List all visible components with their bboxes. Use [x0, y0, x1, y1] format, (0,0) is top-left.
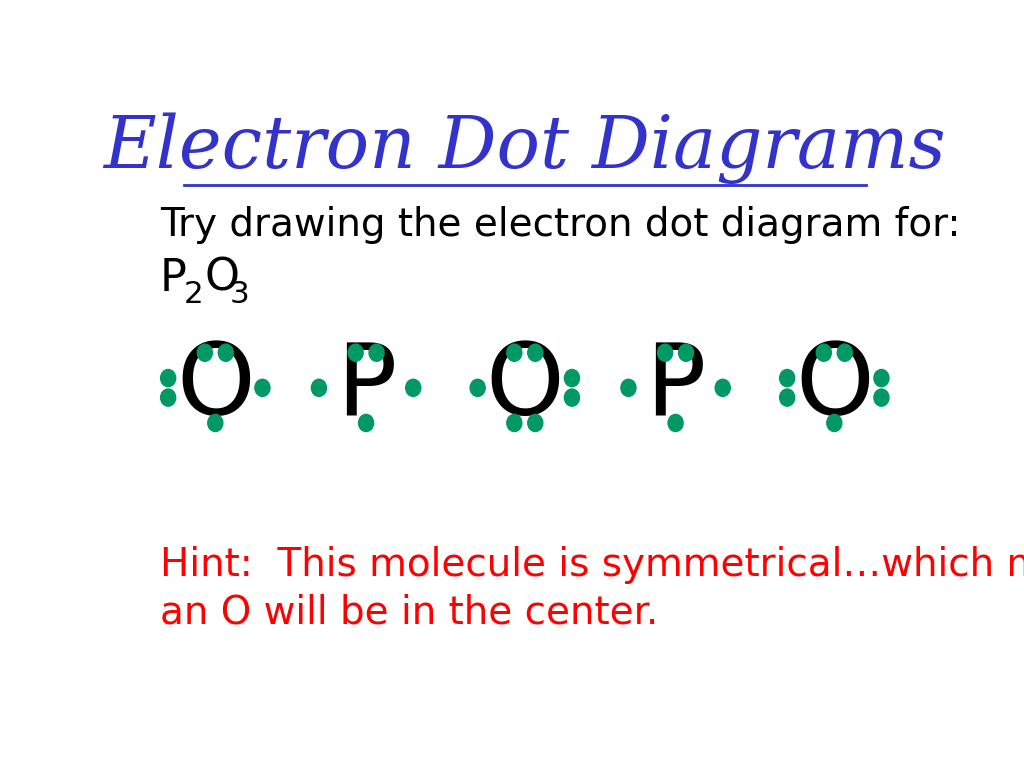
Text: O: O	[205, 257, 240, 300]
Ellipse shape	[564, 389, 580, 406]
Ellipse shape	[311, 379, 327, 396]
Ellipse shape	[161, 389, 176, 406]
Ellipse shape	[873, 369, 889, 386]
Ellipse shape	[621, 379, 636, 396]
Ellipse shape	[679, 344, 693, 361]
Ellipse shape	[218, 344, 233, 361]
Text: 2: 2	[183, 280, 204, 309]
Ellipse shape	[668, 415, 683, 432]
Ellipse shape	[507, 415, 522, 432]
Text: O: O	[795, 339, 873, 436]
Ellipse shape	[527, 344, 543, 361]
Ellipse shape	[507, 344, 522, 361]
Ellipse shape	[816, 344, 831, 361]
Ellipse shape	[838, 344, 852, 361]
Ellipse shape	[715, 379, 730, 396]
Ellipse shape	[779, 389, 795, 406]
Ellipse shape	[161, 369, 176, 386]
Text: Hint:  This molecule is symmetrical…which means: Hint: This molecule is symmetrical…which…	[160, 546, 1024, 584]
Ellipse shape	[406, 379, 421, 396]
Ellipse shape	[358, 415, 374, 432]
Text: 3: 3	[229, 280, 249, 309]
Text: P: P	[645, 339, 706, 436]
Text: O: O	[176, 339, 255, 436]
Text: Try drawing the electron dot diagram for:: Try drawing the electron dot diagram for…	[160, 207, 961, 244]
Ellipse shape	[826, 415, 842, 432]
Ellipse shape	[208, 415, 223, 432]
Ellipse shape	[657, 344, 673, 361]
Text: P: P	[336, 339, 396, 436]
Text: Electron Dot Diagrams: Electron Dot Diagrams	[103, 113, 946, 184]
Text: O: O	[485, 339, 564, 436]
Ellipse shape	[527, 415, 543, 432]
Ellipse shape	[564, 369, 580, 386]
Ellipse shape	[873, 389, 889, 406]
Text: P: P	[160, 257, 186, 300]
Ellipse shape	[779, 369, 795, 386]
Ellipse shape	[470, 379, 485, 396]
Ellipse shape	[348, 344, 364, 361]
Ellipse shape	[198, 344, 212, 361]
Ellipse shape	[369, 344, 384, 361]
Ellipse shape	[255, 379, 270, 396]
Text: an O will be in the center.: an O will be in the center.	[160, 594, 658, 631]
